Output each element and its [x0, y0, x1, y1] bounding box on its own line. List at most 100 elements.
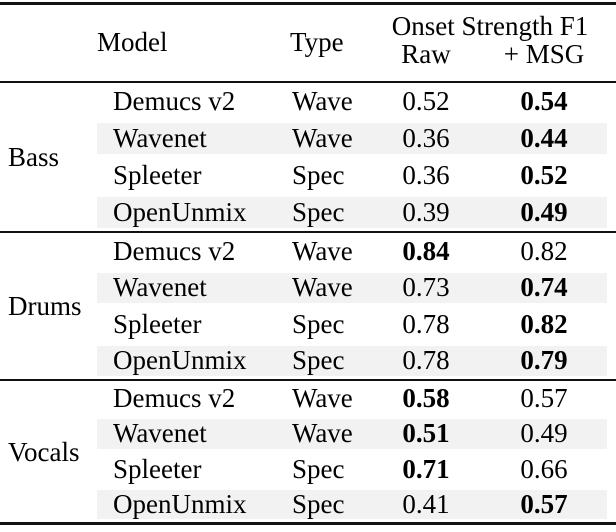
type-cell: Wave — [292, 383, 353, 414]
model-cell: Spleeter — [113, 308, 202, 339]
table-row: Wavenet Wave 0.51 0.49 — [0, 416, 616, 451]
raw-f1-cell: 0.78 — [402, 345, 450, 376]
table-top-rule — [0, 2, 616, 5]
msg-f1-cell: 0.52 — [520, 160, 568, 190]
table-row: Spleeter Spec 0.71 0.66 — [0, 452, 616, 487]
type-cell: Wave — [292, 235, 353, 266]
model-cell: Demucs v2 — [113, 383, 236, 414]
header-subcolumns: Raw + MSG — [372, 40, 608, 68]
table-row: OpenUnmix Spec 0.78 0.79 — [0, 343, 616, 380]
msg-f1-cell: 0.57 — [520, 383, 568, 414]
section-rows: Demucs v2 Wave 0.58 0.57 Wavenet Wave 0.51 0.49… — [0, 381, 616, 522]
group-label-drums: Drums — [8, 291, 82, 321]
model-cell: Wavenet — [113, 123, 207, 153]
header-onset-strength-group: Onset Strength F1 Raw + MSG — [372, 12, 608, 68]
row-stripe — [97, 272, 607, 303]
msg-f1-cell: 0.49 — [520, 418, 568, 449]
table-row: Wavenet Wave 0.36 0.44 — [0, 120, 616, 157]
raw-f1-cell: 0.58 — [402, 383, 450, 414]
model-cell: OpenUnmix — [113, 197, 247, 227]
type-cell: Wave — [292, 418, 353, 449]
msg-f1-cell: 0.44 — [520, 123, 568, 153]
raw-f1-cell: 0.41 — [402, 488, 450, 519]
row-stripe — [97, 197, 607, 228]
table-row: Spleeter Spec 0.36 0.52 — [0, 157, 616, 194]
raw-f1-cell: 0.73 — [402, 272, 450, 303]
raw-f1-cell: 0.36 — [402, 123, 450, 153]
msg-f1-cell: 0.79 — [520, 345, 568, 376]
table-row: Wavenet Wave 0.73 0.74 — [0, 270, 616, 307]
model-cell: Demucs v2 — [113, 86, 236, 116]
row-cells: Demucs v2 Wave 0.58 0.57 — [113, 381, 616, 416]
group-label-vocals: Vocals — [8, 436, 80, 467]
model-cell: Wavenet — [113, 272, 207, 303]
type-cell: Spec — [292, 160, 345, 190]
type-cell: Spec — [292, 488, 345, 519]
row-stripe — [97, 345, 607, 376]
table-row: OpenUnmix Spec 0.39 0.49 — [0, 194, 616, 231]
msg-f1-cell: 0.57 — [520, 488, 568, 519]
row-cells: OpenUnmix Spec 0.39 0.49 — [113, 194, 616, 231]
section-drums: Drums Demucs v2 Wave 0.84 0.82 Wavenet Wave 0.… — [0, 233, 616, 379]
raw-f1-cell: 0.36 — [402, 160, 450, 190]
header-raw: Raw — [401, 39, 451, 69]
type-cell: Wave — [292, 123, 353, 153]
msg-f1-cell: 0.82 — [520, 235, 568, 266]
header-type: Type — [290, 27, 344, 57]
raw-f1-cell: 0.71 — [402, 453, 450, 484]
model-cell: Demucs v2 — [113, 235, 236, 266]
type-cell: Spec — [292, 453, 345, 484]
group-label-bass: Bass — [8, 142, 60, 172]
table-row: Spleeter Spec 0.78 0.82 — [0, 306, 616, 343]
row-cells: Wavenet Wave 0.36 0.44 — [113, 120, 616, 157]
row-cells: OpenUnmix Spec 0.78 0.79 — [113, 343, 616, 380]
row-cells: Spleeter Spec 0.71 0.66 — [113, 452, 616, 487]
table-header-rule — [0, 81, 616, 83]
table-header: Model Type Onset Strength F1 Raw + MSG — [0, 0, 616, 81]
header-msg: + MSG — [503, 39, 585, 69]
raw-f1-cell: 0.51 — [402, 418, 450, 449]
bass-drums-divider — [0, 231, 616, 233]
row-cells: Spleeter Spec 0.36 0.52 — [113, 157, 616, 194]
row-cells: Spleeter Spec 0.78 0.82 — [113, 306, 616, 343]
table-row: OpenUnmix Spec 0.41 0.57 — [0, 487, 616, 522]
row-stripe — [97, 489, 607, 519]
drums-vocals-divider — [0, 379, 616, 381]
type-cell: Spec — [292, 197, 345, 227]
row-cells: Demucs v2 Wave 0.84 0.82 — [113, 233, 616, 270]
msg-f1-cell: 0.49 — [520, 197, 568, 227]
msg-f1-cell: 0.66 — [520, 453, 568, 484]
msg-f1-cell: 0.54 — [520, 86, 568, 116]
model-cell: Wavenet — [113, 418, 207, 449]
model-cell: OpenUnmix — [113, 345, 247, 376]
msg-f1-cell: 0.74 — [520, 272, 568, 303]
table-bottom-rule — [0, 522, 616, 525]
section-rows: Demucs v2 Wave 0.52 0.54 Wavenet Wave 0.36 0.44… — [0, 83, 616, 231]
row-cells: Wavenet Wave 0.51 0.49 — [113, 416, 616, 451]
section-vocals: Vocals Demucs v2 Wave 0.58 0.57 Wavenet Wave 0… — [0, 381, 616, 522]
msg-f1-cell: 0.82 — [520, 308, 568, 339]
type-cell: Spec — [292, 308, 345, 339]
type-cell: Wave — [292, 272, 353, 303]
type-cell: Wave — [292, 86, 353, 116]
row-cells: Demucs v2 Wave 0.52 0.54 — [113, 83, 616, 120]
table-row: Demucs v2 Wave 0.58 0.57 — [0, 381, 616, 416]
header-onset-strength-f1: Onset Strength F1 — [391, 11, 589, 41]
header-model: Model — [97, 27, 168, 57]
raw-f1-cell: 0.39 — [402, 197, 450, 227]
model-cell: Spleeter — [113, 160, 202, 190]
type-cell: Spec — [292, 345, 345, 376]
row-stripe — [97, 123, 607, 154]
raw-f1-cell: 0.84 — [402, 235, 450, 266]
table-row: Demucs v2 Wave 0.84 0.82 — [0, 233, 616, 270]
row-cells: Wavenet Wave 0.73 0.74 — [113, 270, 616, 307]
raw-f1-cell: 0.78 — [402, 308, 450, 339]
section-rows: Demucs v2 Wave 0.84 0.82 Wavenet Wave 0.73 0.74… — [0, 233, 616, 379]
table-row: Demucs v2 Wave 0.52 0.54 — [0, 83, 616, 120]
raw-f1-cell: 0.52 — [402, 86, 450, 116]
row-stripe — [97, 419, 607, 449]
section-bass: Bass Demucs v2 Wave 0.52 0.54 Wavenet Wave 0.3… — [0, 83, 616, 231]
row-cells: OpenUnmix Spec 0.41 0.57 — [113, 487, 616, 522]
model-cell: OpenUnmix — [113, 488, 247, 519]
